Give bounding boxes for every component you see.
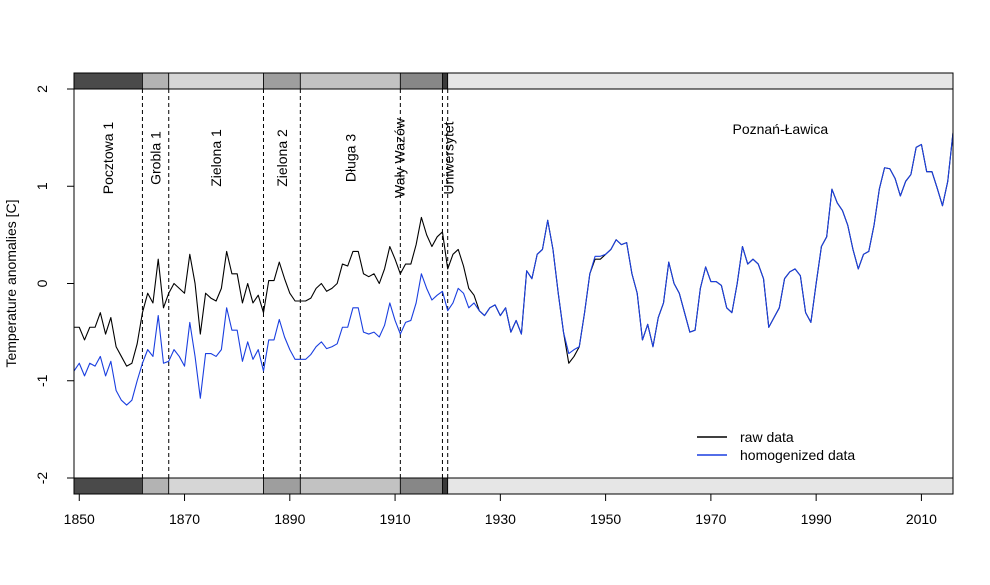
station-label-pocztowa-1: Pocztowa 1 xyxy=(100,122,116,195)
station-band-bottom xyxy=(73,477,954,495)
band-segment-bottom-zielona-1 xyxy=(168,477,264,495)
band-segment-top-zielona-2 xyxy=(263,72,301,90)
legend-label-raw-data: raw data xyxy=(740,429,794,445)
x-tick-label: 1850 xyxy=(64,511,95,527)
station-boundary-lines xyxy=(141,89,449,478)
x-tick-label: 1890 xyxy=(274,511,305,527)
y-tick-label: 1 xyxy=(34,182,50,190)
legend-label-homogenized-data: homogenized data xyxy=(740,447,855,463)
station-label-dluga-3: Długa 3 xyxy=(342,134,358,182)
band-segment-top-dluga-3 xyxy=(299,72,401,90)
y-tick-label: 2 xyxy=(34,85,50,93)
band-segment-top-pocztowa-1 xyxy=(73,72,143,90)
plot-frame xyxy=(73,88,954,479)
outer-frame xyxy=(73,72,954,495)
x-tick-label: 2010 xyxy=(906,511,937,527)
band-segment-top-waly-wazow xyxy=(399,72,443,90)
band-segment-bottom-grobla-1 xyxy=(142,477,170,495)
y-axis: -2 -1 0 1 2 xyxy=(34,85,74,484)
band-segment-bottom-waly-wazow xyxy=(399,477,443,495)
legend: raw data homogenized data xyxy=(697,429,855,463)
band-segment-bottom-zielona-2 xyxy=(263,477,301,495)
band-segment-top-grobla-1 xyxy=(142,72,170,90)
x-tick-label: 1870 xyxy=(169,511,200,527)
y-tick-label: 0 xyxy=(34,279,50,287)
x-tick-label: 1930 xyxy=(485,511,516,527)
station-label-uniwersytet: Uniwersytet xyxy=(440,121,456,194)
band-segment-bottom-dluga-3 xyxy=(299,477,401,495)
band-segment-bottom-pocztowa-1 xyxy=(73,477,143,495)
y-tick-label: -2 xyxy=(34,472,50,485)
band-segment-top-uniwersytet xyxy=(442,72,449,90)
station-label-waly-wazow: Wały Wazów xyxy=(391,117,407,198)
station-label-poznan-lawica: Poznań-Ławica xyxy=(732,121,828,137)
y-axis-title: Temperature anomalies [C] xyxy=(3,199,19,367)
band-segment-top-zielona-1 xyxy=(168,72,264,90)
y-tick-label: -1 xyxy=(34,374,50,387)
band-segment-bottom-uniwersytet xyxy=(442,477,449,495)
station-labels: Pocztowa 1 Grobla 1 Zielona 1 Zielona 2 Dług… xyxy=(100,117,828,198)
station-band-top xyxy=(73,72,954,90)
x-tick-label: 1970 xyxy=(695,511,726,527)
x-tick-label: 1910 xyxy=(379,511,410,527)
station-label-grobla-1: Grobla 1 xyxy=(148,131,164,185)
band-segment-top-poznan-lawica xyxy=(447,72,954,90)
x-axis: 1850 1870 1890 1910 1930 1950 1970 1990 2010 xyxy=(64,494,937,527)
x-tick-label: 1990 xyxy=(801,511,832,527)
band-segment-bottom-poznan-lawica xyxy=(447,477,954,495)
series-lines xyxy=(74,132,953,406)
series-line-homogenized-data xyxy=(74,132,953,406)
station-label-zielona-1: Zielona 1 xyxy=(208,129,224,187)
x-tick-label: 1950 xyxy=(590,511,621,527)
station-label-zielona-2: Zielona 2 xyxy=(274,129,290,187)
